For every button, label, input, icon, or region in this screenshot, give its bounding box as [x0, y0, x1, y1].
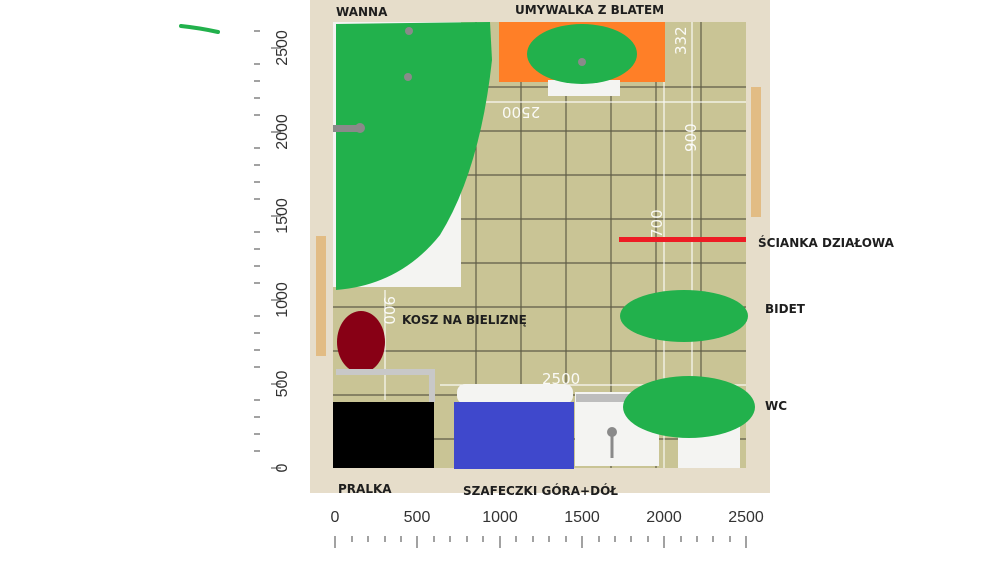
dim-right-900: 900	[682, 123, 700, 152]
y-tick-2000: 2000	[274, 114, 291, 150]
y-tick-500: 500	[274, 370, 291, 398]
bathtub-marker-fill	[336, 22, 492, 290]
y-tick-0: 0	[274, 463, 291, 473]
bathtub-faucet	[333, 123, 365, 133]
label-kosz: KOSZ NA BIELIZNĘ	[402, 313, 527, 327]
label-scianka: ŚCIANKA DZIAŁOWA	[758, 236, 894, 250]
dim-bottom-width: 2500	[542, 370, 581, 388]
dim-left-900: 900	[380, 296, 398, 325]
washer-pipe	[336, 369, 435, 402]
x-tick-1500: 1500	[564, 509, 600, 526]
dim-top-small: 332	[672, 26, 690, 55]
dim-top-width: 2500	[502, 103, 541, 121]
cabinet-top-white	[457, 384, 573, 404]
y-tick-1500: 1500	[274, 198, 291, 234]
wc-bowl	[623, 376, 755, 438]
x-tick-1000: 1000	[482, 509, 518, 526]
dim-right-700: 700	[648, 209, 666, 238]
bathtub-drain-2	[404, 73, 412, 81]
x-axis	[334, 536, 747, 548]
label-bidet: BIDET	[765, 302, 805, 316]
toilet-flush	[607, 427, 617, 458]
sink-base	[548, 80, 620, 96]
x-tick-0: 0	[330, 509, 340, 526]
x-tick-500: 500	[403, 509, 431, 526]
label-umywalka: UMYWALKA Z BLATEM	[515, 3, 665, 17]
y-axis	[254, 30, 281, 469]
partition-wall	[619, 237, 746, 242]
right-door	[751, 87, 761, 217]
x-tick-2000: 2000	[646, 509, 682, 526]
label-wanna: WANNA	[336, 5, 388, 19]
washing-machine	[333, 402, 434, 468]
y-tick-1000: 1000	[274, 282, 291, 318]
left-door	[316, 236, 326, 356]
stray-marker-stroke	[179, 24, 220, 34]
bathtub-drain	[405, 27, 413, 35]
label-pralka: PRALKA	[338, 482, 392, 496]
cabinets	[454, 402, 574, 469]
x-tick-2500: 2500	[728, 509, 764, 526]
sink-bowl	[527, 24, 637, 84]
toilet-tank-top	[576, 394, 658, 402]
bidet-shape	[620, 290, 748, 342]
label-wc: WC	[765, 399, 788, 413]
y-tick-2500: 2500	[274, 30, 291, 66]
laundry-basket	[337, 311, 385, 373]
label-szafeczki: SZAFECZKI GÓRA+DÓŁ	[463, 484, 618, 498]
sink-drain	[578, 58, 586, 66]
